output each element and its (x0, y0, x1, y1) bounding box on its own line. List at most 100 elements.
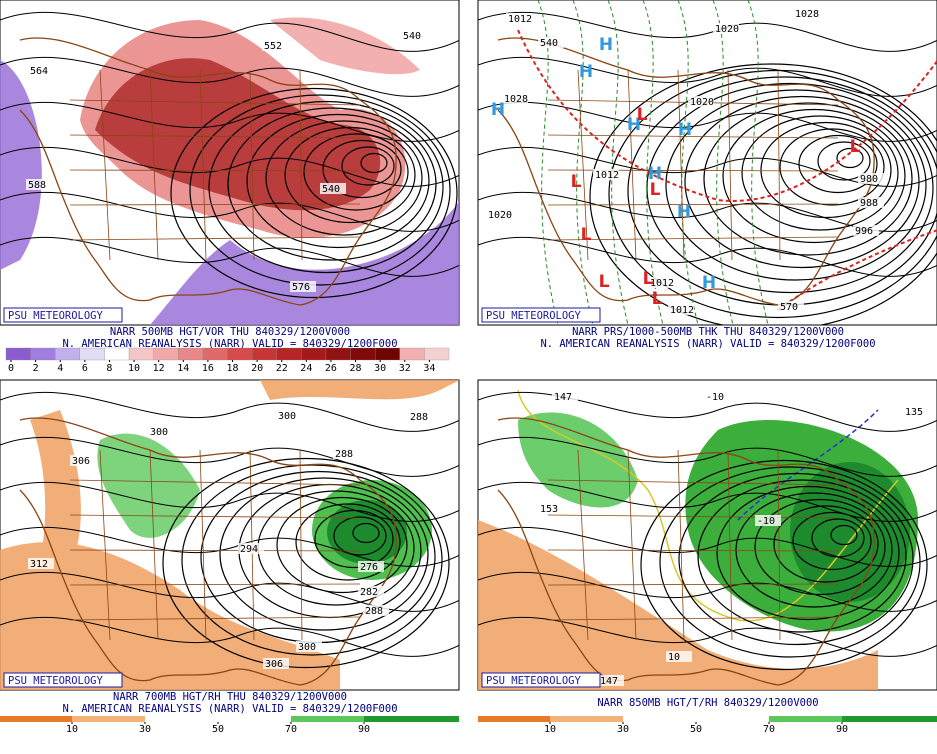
contour-label: 276 (360, 562, 378, 573)
height-contour (0, 11, 459, 52)
colorbar-label: 10 (66, 724, 78, 735)
colorbar-label: 10 (544, 724, 556, 735)
contour-label: 1020 (715, 24, 739, 35)
colorbar-label: 4 (57, 363, 63, 374)
colorbar-label: 24 (300, 363, 312, 374)
height-contour (0, 101, 459, 142)
colorbar-label: 90 (836, 724, 848, 735)
logo-box (3, 307, 123, 323)
label-backing (28, 558, 54, 569)
high-symbol: H (627, 115, 641, 135)
colorbar-label: 0 (8, 363, 14, 374)
label-backing (648, 277, 674, 288)
map-panel: 300306312300288276282288294300306312288P… (0, 379, 460, 735)
height-contour (697, 479, 907, 633)
colorbar-swatch (104, 347, 130, 361)
label-backing (320, 183, 346, 194)
state-border (69, 169, 361, 172)
state-border (577, 69, 589, 261)
state-border (69, 549, 361, 552)
low-symbol: L (581, 225, 592, 245)
contour-label: 300 (298, 642, 316, 653)
label-backing (296, 641, 322, 652)
colorbar-swatch (5, 347, 31, 361)
colorbar-swatch (325, 347, 351, 361)
label-backing (148, 426, 174, 437)
high-symbol: H (491, 100, 505, 120)
colorbar-swatch (128, 347, 154, 361)
map-content: 1012 1028 1020 1012 1028 1020 996 988 980 570 1012… (478, 0, 937, 325)
colorbar-swatch (769, 716, 842, 722)
state-border (777, 449, 781, 641)
colorbar-swatch (291, 716, 364, 722)
label-backing (28, 65, 54, 76)
label-backing (263, 658, 289, 669)
label-backing (290, 281, 316, 292)
rh-moist-core (790, 462, 910, 602)
colorbar-label: 30 (617, 724, 629, 735)
colorbar-label: 14 (177, 363, 189, 374)
height-contour (0, 391, 459, 432)
height-contour (640, 459, 928, 671)
height-contour (0, 436, 459, 477)
contour-label: 576 (292, 282, 310, 293)
map-content: 147 153 -10 -10 147 135 10 (478, 389, 937, 690)
height-contour (295, 503, 401, 581)
label-backing (793, 8, 819, 19)
label-backing (408, 411, 434, 422)
label-backing (858, 173, 884, 184)
height-contour (836, 147, 864, 169)
label-backing (262, 40, 288, 51)
height-contour (798, 134, 878, 194)
height-contour (754, 498, 886, 596)
colorbar-swatch (424, 347, 450, 361)
logo: PSU METEOROLOGY (486, 310, 582, 322)
contour-label: 1020 (690, 97, 714, 108)
colorbar-label: 70 (763, 724, 775, 735)
contour-label: 282 (360, 587, 378, 598)
contour-label: 153 (540, 504, 558, 515)
label-backing (502, 93, 528, 104)
map-panel: 552 540 564 540 576 588 PSU METEOROLOGY NARR 50… (0, 0, 460, 374)
caption: N. AMERICAN REANALYSIS (NARR) VALID = 84… (540, 338, 875, 350)
colorbar-label: 2 (33, 363, 39, 374)
height-contour (741, 115, 899, 231)
height-contour (219, 477, 429, 631)
state-border (547, 203, 839, 206)
state-border (199, 69, 207, 261)
height-contour (352, 522, 380, 544)
height-contour (678, 472, 914, 646)
contour-label: -10 (757, 516, 775, 527)
colorbar-swatch (301, 347, 327, 361)
contour-label: 1028 (795, 9, 819, 20)
state-border (299, 449, 303, 641)
caption: NARR 500MB HGT/VOR THU 840329/1200V000 (110, 326, 350, 338)
logo-box (481, 307, 601, 323)
label-backing (688, 96, 714, 107)
height-contour (665, 89, 927, 281)
label-backing (333, 448, 359, 459)
contour-label: 306 (265, 659, 283, 670)
label-backing (668, 304, 694, 315)
logo-box (3, 672, 123, 688)
label-backing (401, 30, 427, 41)
caption: NARR 850MB HGT/T/RH 840329/1200V000 (597, 697, 818, 709)
logo: PSU METEOROLOGY (486, 675, 582, 687)
height-contour (333, 516, 387, 556)
contour-label: -10 (706, 392, 724, 403)
contour-label: 1012 (508, 14, 532, 25)
label-backing (486, 209, 512, 220)
height-contour (830, 524, 858, 546)
colorbar-label: 30 (374, 363, 386, 374)
height-contour (360, 152, 388, 174)
high-symbol: H (677, 202, 691, 222)
logo: PSU METEOROLOGY (8, 675, 104, 687)
rh-moist (518, 412, 638, 508)
map-panel: 147 153 -10 -10 147 135 10 PSU METEOROLOGY NARR … (477, 379, 937, 735)
height-contour (284, 126, 416, 224)
state-border (199, 449, 207, 641)
state-border (577, 449, 589, 641)
colorbar-label: 8 (106, 363, 112, 374)
rh-moist-core (327, 500, 407, 564)
contour-label: 288 (410, 412, 428, 423)
